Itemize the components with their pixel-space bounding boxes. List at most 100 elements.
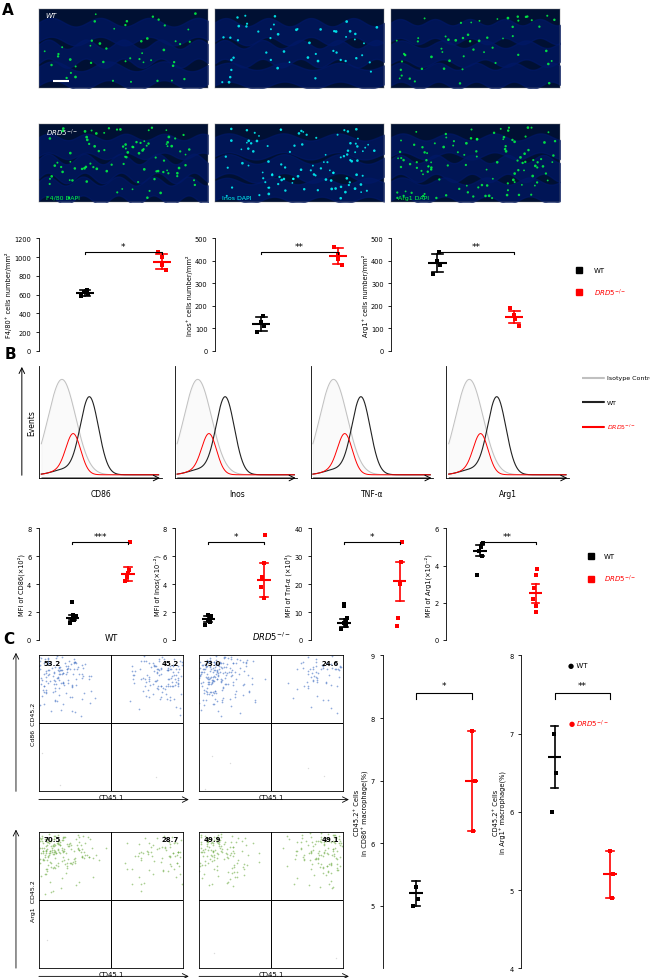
Point <box>229 857 239 872</box>
Point <box>152 673 162 689</box>
Point <box>162 679 173 694</box>
Point <box>129 848 140 864</box>
Point <box>334 670 345 686</box>
Point <box>237 833 247 849</box>
Point <box>205 654 215 670</box>
Text: $DRD5^{-/-}$: $DRD5^{-/-}$ <box>604 573 636 585</box>
Point <box>226 649 237 665</box>
Point <box>42 863 53 878</box>
Point <box>330 657 341 673</box>
Point <box>326 857 336 872</box>
Point <box>66 841 76 857</box>
Point <box>38 846 48 862</box>
Point <box>207 853 217 868</box>
Point <box>206 842 216 858</box>
Point <box>63 672 73 688</box>
Point <box>64 836 74 852</box>
Point <box>62 836 72 852</box>
Point <box>209 662 219 678</box>
Text: *: * <box>121 243 125 251</box>
X-axis label: CD45.1: CD45.1 <box>98 794 124 800</box>
Point <box>70 877 81 893</box>
Point <box>146 839 157 855</box>
Point <box>195 856 205 871</box>
Point <box>218 649 229 665</box>
Point <box>40 664 51 680</box>
Point <box>47 685 58 700</box>
Point <box>56 880 66 896</box>
Point <box>144 669 154 685</box>
Point <box>307 660 318 676</box>
Point <box>309 836 320 852</box>
Point <box>200 842 211 858</box>
Point <box>49 836 59 852</box>
Point <box>172 835 183 851</box>
Point <box>205 659 215 675</box>
Point <box>231 656 241 672</box>
Text: 45.2: 45.2 <box>161 660 179 666</box>
Point <box>306 661 316 677</box>
Point <box>84 831 95 847</box>
Point <box>203 671 213 687</box>
Point <box>167 674 177 689</box>
Point <box>291 844 301 860</box>
Point <box>308 842 318 858</box>
Point <box>209 945 219 960</box>
Text: Inos DAPI: Inos DAPI <box>222 196 252 200</box>
Point <box>205 685 215 700</box>
Point <box>53 827 63 843</box>
Point <box>34 659 44 675</box>
Point <box>311 851 322 867</box>
Point <box>211 653 222 669</box>
Point <box>162 662 172 678</box>
Point <box>298 849 309 865</box>
Point <box>208 674 218 689</box>
Point <box>74 843 85 859</box>
Text: Arg1 DAPI: Arg1 DAPI <box>398 196 429 200</box>
Point <box>50 861 60 876</box>
Point <box>220 660 231 676</box>
Point <box>150 658 160 674</box>
Point <box>213 830 223 846</box>
Point <box>299 851 309 867</box>
Point <box>211 858 222 873</box>
Point <box>214 661 224 677</box>
Point <box>50 660 60 676</box>
Point <box>203 839 214 855</box>
Point <box>57 663 68 679</box>
Point <box>168 665 178 681</box>
Point <box>321 661 332 677</box>
Point <box>162 662 173 678</box>
Point <box>209 691 220 707</box>
Point <box>51 677 61 692</box>
Point <box>62 858 72 873</box>
Point <box>332 852 343 867</box>
Point <box>55 837 65 853</box>
Point <box>326 678 337 693</box>
Point <box>50 844 60 860</box>
Point <box>165 859 176 874</box>
Point <box>77 691 87 707</box>
Point <box>218 655 228 671</box>
Text: $DRD5^{-/-}$: $DRD5^{-/-}$ <box>606 422 636 432</box>
Text: Arg1: Arg1 <box>499 489 517 499</box>
Point <box>40 847 50 863</box>
Point <box>170 678 181 693</box>
Point <box>243 668 254 684</box>
Point <box>46 860 57 875</box>
Point <box>200 854 211 869</box>
Point <box>196 829 206 845</box>
Point <box>53 836 63 852</box>
Point <box>54 667 64 683</box>
Point <box>148 656 159 672</box>
Point <box>144 863 155 878</box>
Point <box>196 702 207 718</box>
Point <box>226 665 236 681</box>
Point <box>44 666 55 682</box>
Point <box>163 661 174 677</box>
Point <box>196 834 206 850</box>
Point <box>160 682 170 697</box>
Point <box>205 847 216 863</box>
Point <box>39 852 49 867</box>
Point <box>76 708 86 724</box>
